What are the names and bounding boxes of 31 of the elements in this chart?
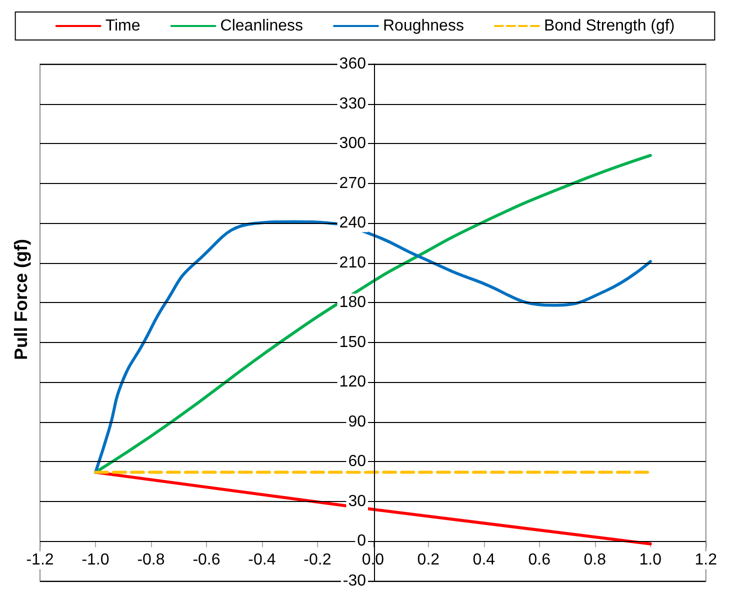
y-tick-label: 120 (339, 374, 366, 391)
y-tick-label: 0 (357, 532, 366, 550)
legend-label: Cleanliness (220, 18, 303, 34)
y-tick-label: 210 (339, 254, 366, 272)
x-tick-label: 1.0 (639, 552, 662, 569)
x-tick-label: -1.0 (82, 552, 110, 569)
y-tick-label: 300 (339, 135, 366, 152)
x-tick-label: -0.6 (192, 552, 220, 569)
y-tick-label: 240 (339, 214, 366, 232)
legend-label: Bond Strength (gf) (544, 18, 675, 34)
legend-label: Time (105, 18, 140, 34)
y-tick-label: 270 (339, 174, 366, 192)
x-tick-label: 0.8 (584, 552, 606, 569)
y-axis-title: Pull Force (gf) (11, 238, 31, 360)
y-tick-label: 360 (339, 56, 366, 72)
y-tick-label: 60 (348, 453, 366, 470)
x-tick-label: 1.2 (694, 552, 718, 569)
x-tick-label: -0.2 (304, 552, 332, 569)
legend-label: Roughness (382, 18, 464, 34)
x-tick-label: 0.4 (472, 552, 496, 569)
x-tick-label: -1.2 (26, 552, 54, 569)
y-tick-label: 180 (339, 294, 366, 312)
x-tick-label: 0.2 (417, 552, 440, 569)
x-tick-label: 0.6 (528, 552, 551, 569)
y-tick-label: -30 (342, 572, 366, 590)
x-tick-label: -0.8 (137, 552, 165, 569)
y-tick-label: 30 (348, 492, 366, 510)
x-tick-label: -0.4 (248, 552, 276, 569)
y-tick-label: 150 (339, 334, 366, 351)
y-tick-label: 330 (339, 95, 366, 112)
y-tick-label: 90 (348, 413, 366, 430)
